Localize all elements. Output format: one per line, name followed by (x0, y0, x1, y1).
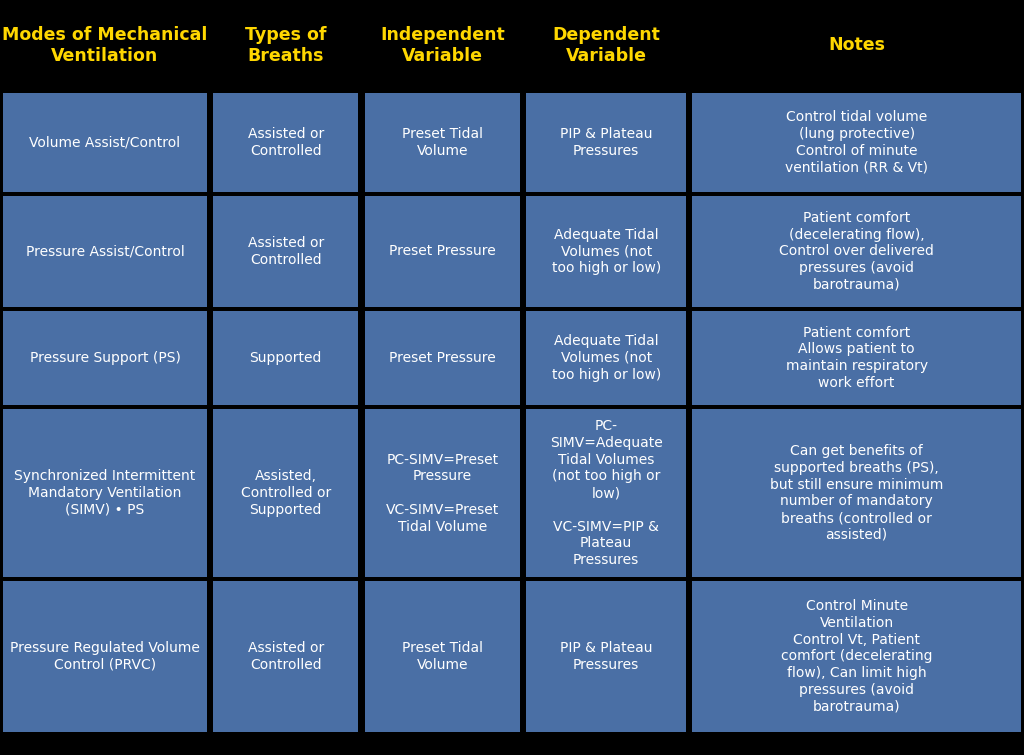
Bar (692, 93, 1021, 192)
Bar (365, 311, 520, 405)
Text: Assisted or
Controlled: Assisted or Controlled (248, 641, 324, 672)
Bar (526, 2, 686, 88)
Text: Types of
Breaths: Types of Breaths (245, 26, 327, 65)
Text: Control Minute
Ventilation
Control Vt, Patient
comfort (decelerating
flow), Can : Control Minute Ventilation Control Vt, P… (781, 599, 932, 713)
Text: Modes of Mechanical
Ventilation: Modes of Mechanical Ventilation (2, 26, 208, 65)
Bar (526, 311, 686, 405)
Bar (3, 409, 207, 577)
Bar (526, 93, 686, 192)
Bar (526, 581, 686, 732)
Text: Assisted,
Controlled or
Supported: Assisted, Controlled or Supported (241, 470, 331, 516)
Text: Pressure Assist/Control: Pressure Assist/Control (26, 245, 184, 258)
Bar (692, 409, 1021, 577)
Text: Pressure Regulated Volume
Control (PRVC): Pressure Regulated Volume Control (PRVC) (10, 641, 200, 672)
Bar (692, 196, 1021, 307)
Bar (526, 409, 686, 577)
Text: Assisted or
Controlled: Assisted or Controlled (248, 127, 324, 158)
Text: Preset Tidal
Volume: Preset Tidal Volume (401, 127, 483, 158)
Text: Volume Assist/Control: Volume Assist/Control (30, 135, 180, 149)
Bar (3, 311, 207, 405)
Text: Independent
Variable: Independent Variable (380, 26, 505, 65)
Bar (213, 311, 358, 405)
Bar (692, 311, 1021, 405)
Bar (365, 196, 520, 307)
Text: PC-SIMV=Preset
Pressure

VC-SIMV=Preset
Tidal Volume: PC-SIMV=Preset Pressure VC-SIMV=Preset T… (386, 452, 499, 534)
Bar (365, 93, 520, 192)
Text: Preset Tidal
Volume: Preset Tidal Volume (401, 641, 483, 672)
Bar (213, 196, 358, 307)
Text: Patient comfort
Allows patient to
maintain respiratory
work effort: Patient comfort Allows patient to mainta… (785, 325, 928, 390)
Bar (3, 196, 207, 307)
Bar (3, 93, 207, 192)
Text: Can get benefits of
supported breaths (PS),
but still ensure minimum
number of m: Can get benefits of supported breaths (P… (770, 444, 943, 542)
Text: PIP & Plateau
Pressures: PIP & Plateau Pressures (560, 641, 652, 672)
Text: Supported: Supported (250, 351, 322, 365)
Bar (526, 196, 686, 307)
Bar (365, 409, 520, 577)
Text: Control tidal volume
(lung protective)
Control of minute
ventilation (RR & Vt): Control tidal volume (lung protective) C… (785, 110, 928, 174)
Text: Dependent
Variable: Dependent Variable (552, 26, 660, 65)
Text: Assisted or
Controlled: Assisted or Controlled (248, 236, 324, 267)
Bar (365, 581, 520, 732)
Text: Adequate Tidal
Volumes (not
too high or low): Adequate Tidal Volumes (not too high or … (552, 334, 660, 381)
Text: Notes: Notes (828, 36, 885, 54)
Bar (213, 93, 358, 192)
Text: Synchronized Intermittent
Mandatory Ventilation
(SIMV) • PS: Synchronized Intermittent Mandatory Vent… (14, 470, 196, 516)
Bar (213, 2, 358, 88)
Text: PC-
SIMV=Adequate
Tidal Volumes
(not too high or
low)

VC-SIMV=PIP &
Plateau
Pre: PC- SIMV=Adequate Tidal Volumes (not too… (550, 419, 663, 567)
Bar (692, 2, 1021, 88)
Bar (213, 409, 358, 577)
Bar (213, 581, 358, 732)
Bar (692, 581, 1021, 732)
Text: Patient comfort
(decelerating flow),
Control over delivered
pressures (avoid
bar: Patient comfort (decelerating flow), Con… (779, 211, 934, 292)
Text: Adequate Tidal
Volumes (not
too high or low): Adequate Tidal Volumes (not too high or … (552, 228, 660, 275)
Text: Preset Pressure: Preset Pressure (389, 351, 496, 365)
Bar (3, 2, 207, 88)
Text: Pressure Support (PS): Pressure Support (PS) (30, 351, 180, 365)
Bar (365, 2, 520, 88)
Bar (3, 581, 207, 732)
Text: PIP & Plateau
Pressures: PIP & Plateau Pressures (560, 127, 652, 158)
Text: Preset Pressure: Preset Pressure (389, 245, 496, 258)
